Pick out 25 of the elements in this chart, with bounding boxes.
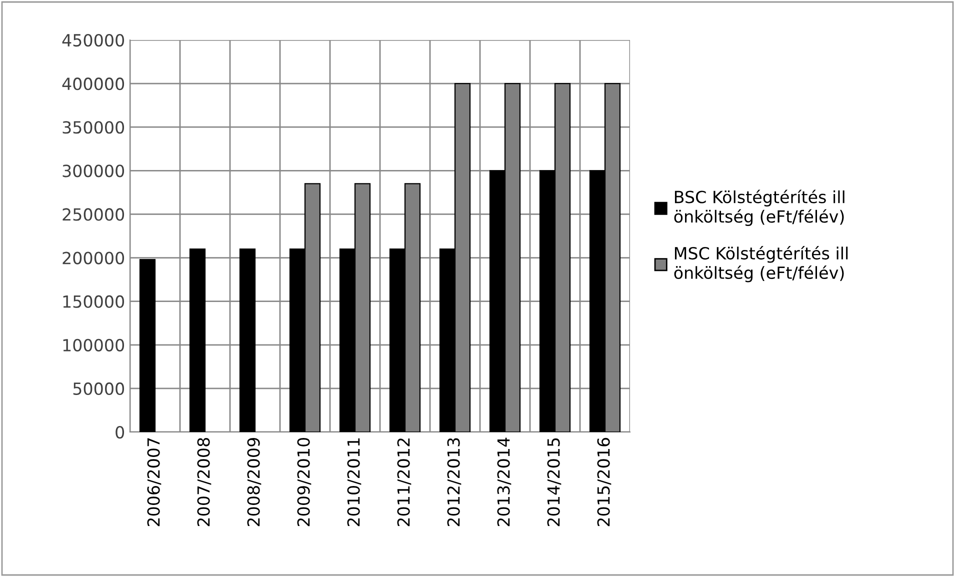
y-tick-label: 100000: [63, 338, 124, 352]
y-tick-label: 300000: [62, 164, 124, 178]
x-tick-label: 2014/2015: [547, 438, 562, 526]
y-tick-label: 150000: [63, 295, 124, 308]
x-tick-label: 2007/2008: [197, 438, 212, 526]
legend-label: BSC Kölstégtérítés ill önköltség (eFt/félév): [674, 190, 844, 226]
bar: [239, 248, 256, 432]
y-tick-label: 250000: [62, 208, 124, 221]
legend-label: MSC Kölstégtérítés ill önköltség (eFt/félév): [674, 246, 848, 282]
x-tick-label: 2013/2014: [497, 438, 512, 526]
y-tick-label: 200000: [62, 252, 124, 264]
x-tick-label: 2006/2007: [147, 438, 162, 526]
y-tick-label: 50000: [73, 382, 124, 396]
bar: [139, 258, 156, 432]
x-tick-label: 2012/2013: [447, 438, 462, 526]
x-tick-label: 2009/2010: [297, 438, 312, 526]
y-tick-label: 450000: [62, 34, 124, 47]
y-tick-label: 0: [116, 426, 124, 439]
x-tick-label: 2010/2011: [347, 438, 362, 526]
x-tick-label: 2015/2016: [597, 438, 612, 526]
bar: [189, 248, 206, 432]
y-tick-label: 350000: [62, 121, 124, 134]
x-tick-label: 2008/2009: [247, 438, 262, 526]
y-tick-label: 400000: [62, 78, 124, 90]
x-tick-label: 2011/2012: [397, 438, 412, 526]
